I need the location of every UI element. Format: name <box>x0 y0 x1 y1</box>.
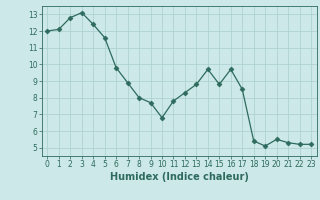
X-axis label: Humidex (Indice chaleur): Humidex (Indice chaleur) <box>110 172 249 182</box>
